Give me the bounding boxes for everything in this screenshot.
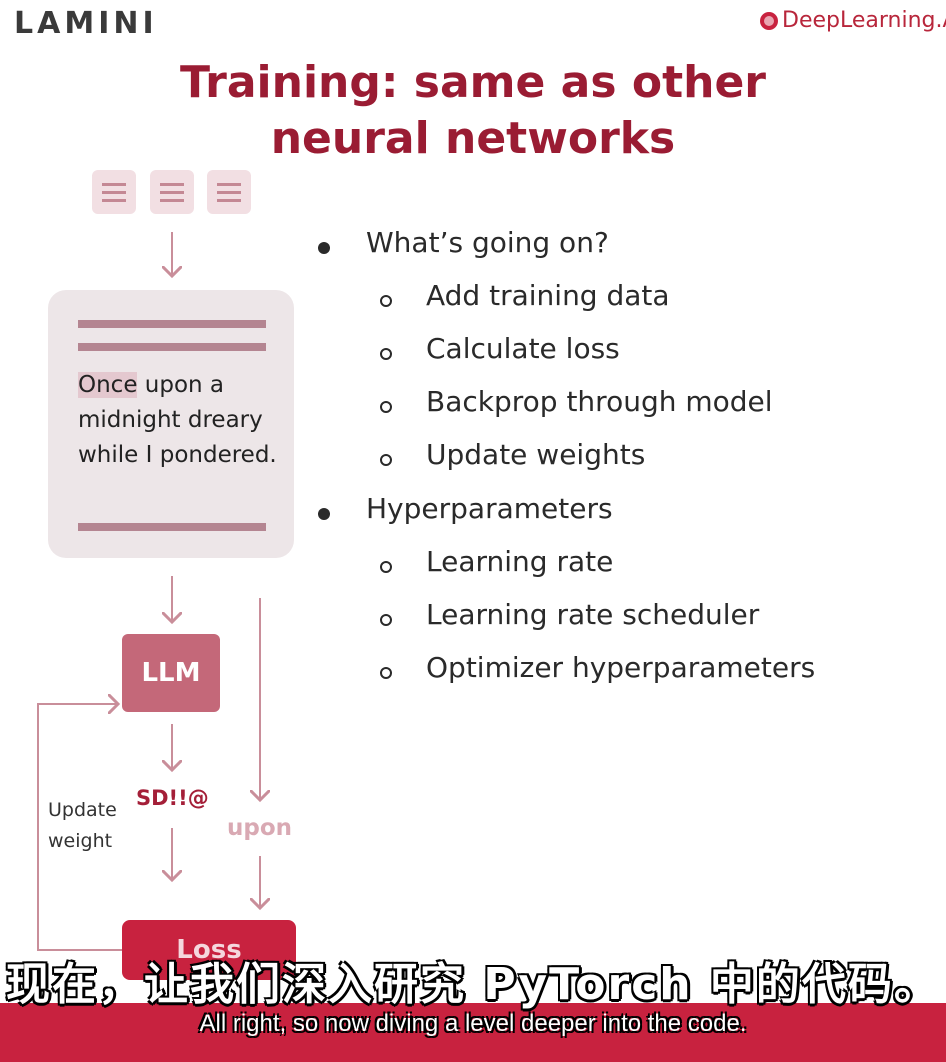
subtitle-band (0, 1003, 946, 1062)
bullet-ring-icon (380, 454, 392, 466)
slide-title: Training: same as other neural networks (0, 55, 946, 167)
update-weight-line1: Update (48, 799, 117, 821)
bullet-ring-icon (380, 295, 392, 307)
sub-bullet: Learning rate scheduler (380, 598, 759, 631)
bullet-whats-going-on: What’s going on? (318, 226, 609, 259)
bullet-dot-icon (318, 508, 330, 520)
llm-box: LLM (122, 634, 220, 712)
bullet-ring-icon (380, 348, 392, 360)
sub-bullet: Calculate loss (380, 332, 620, 365)
document-icon (92, 170, 136, 214)
sub-bullet: Learning rate (380, 545, 613, 578)
training-text: Once upon a midnight dreary while I pond… (78, 368, 278, 473)
subtitle-english: All right, so now diving a level deeper … (199, 1010, 747, 1037)
sub-bullet: Optimizer hyperparameters (380, 651, 815, 684)
target-label: upon (227, 815, 293, 841)
update-weight-label: Update weight (48, 795, 117, 857)
lamini-logo: LAMINI (14, 6, 158, 41)
bullet-ring-icon (380, 614, 392, 626)
bullet-ring-icon (380, 667, 392, 679)
prediction-label: SD!!@ (136, 786, 209, 810)
slide-title-line1: Training: same as other (179, 57, 766, 108)
bullet-hyperparameters: Hyperparameters (318, 492, 613, 525)
training-text-rest: upon a midnight dreary while I pondered. (78, 372, 277, 468)
deeplearning-ai-label: DeepLearning.AI (782, 8, 946, 33)
bullet-dot-icon (318, 242, 330, 254)
sub-bullet: Update weights (380, 438, 645, 471)
text-line-bar (78, 523, 266, 531)
subtitle-chinese: 现在，让我们深入研究 PyTorch 中的代码。 (6, 959, 940, 1010)
bullet-ring-icon (380, 401, 392, 413)
document-icon (150, 170, 194, 214)
training-text-card (48, 290, 294, 558)
deeplearning-ai-logo: DeepLearning.AI (760, 8, 946, 33)
loss-box: Loss (122, 920, 296, 980)
arrow-update-weight-loop (37, 704, 122, 951)
text-line-bar (78, 320, 266, 328)
deeplearning-ai-icon (760, 11, 778, 30)
slide-title-line2: neural networks (270, 113, 676, 164)
sub-bullet: Add training data (380, 279, 670, 312)
bullet-ring-icon (380, 561, 392, 573)
sub-bullet: Backprop through model (380, 385, 773, 418)
text-line-bar (78, 343, 266, 351)
highlighted-token: Once (78, 372, 138, 398)
document-icon (207, 170, 251, 214)
update-weight-line2: weight (48, 830, 113, 852)
